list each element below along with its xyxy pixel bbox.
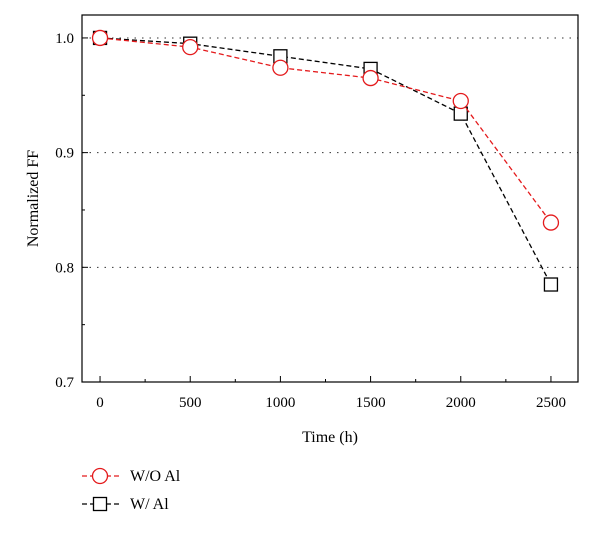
series-line bbox=[99, 37, 552, 285]
x-tick-label: 2500 bbox=[536, 395, 566, 411]
data-point-circle bbox=[182, 38, 199, 56]
y-axis-label: Normalized FF bbox=[25, 150, 42, 247]
series-line bbox=[99, 37, 552, 223]
x-tick-label: 2000 bbox=[446, 395, 476, 411]
legend-item: W/O Al bbox=[82, 467, 181, 485]
legend-label: W/ Al bbox=[130, 496, 169, 513]
y-tick-label: 0.8 bbox=[55, 260, 74, 276]
legend: W/O Al W/ Al bbox=[82, 467, 181, 513]
grid-lines bbox=[82, 37, 578, 268]
data-point-circle bbox=[91, 29, 109, 47]
x-tick-label: 1500 bbox=[356, 395, 386, 411]
plot-frame bbox=[81, 14, 579, 383]
y-tick-label: 0.7 bbox=[55, 375, 74, 391]
x-tick-label: 500 bbox=[179, 395, 202, 411]
legend-marker-circle bbox=[91, 467, 109, 485]
data-point-circle bbox=[272, 59, 289, 76]
series-without-al bbox=[91, 29, 560, 231]
legend-marker-square bbox=[92, 496, 108, 512]
series-with-al bbox=[92, 30, 559, 292]
y-tick-label: 1.0 bbox=[55, 31, 74, 47]
legend-item: W/ Al bbox=[82, 496, 169, 513]
data-point-circle bbox=[362, 69, 379, 87]
axis-ticks: 0 500 1000 1500 2000 2500 0.7 0.8 0.9 1.0 bbox=[55, 31, 566, 411]
series-layer bbox=[91, 29, 560, 292]
x-axis-label: Time (h) bbox=[302, 429, 358, 446]
data-point-circle bbox=[542, 214, 560, 231]
legend-label: W/O Al bbox=[130, 468, 181, 485]
x-tick-label: 0 bbox=[96, 395, 104, 411]
y-tick-label: 0.9 bbox=[55, 146, 74, 162]
data-point-circle bbox=[452, 92, 469, 110]
x-tick-label: 1000 bbox=[265, 395, 295, 411]
data-point-square bbox=[543, 277, 559, 292]
